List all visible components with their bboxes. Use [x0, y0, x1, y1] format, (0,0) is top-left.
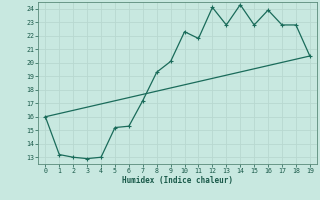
X-axis label: Humidex (Indice chaleur): Humidex (Indice chaleur) — [122, 176, 233, 185]
